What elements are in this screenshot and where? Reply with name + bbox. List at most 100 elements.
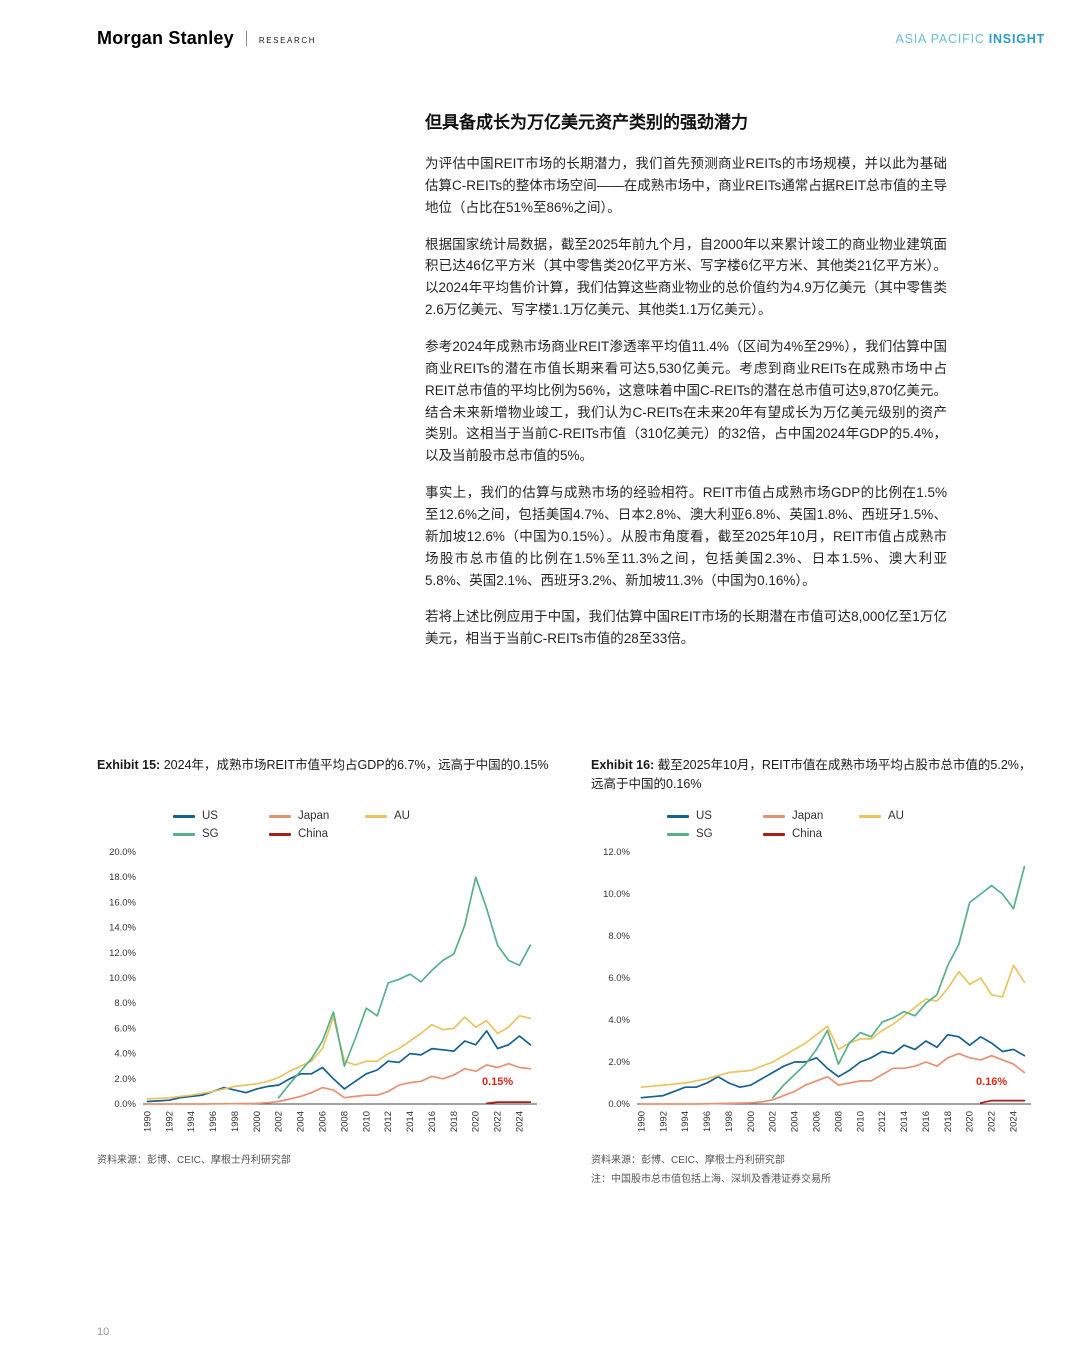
svg-text:1994: 1994 [186, 1111, 197, 1132]
svg-text:2000: 2000 [252, 1111, 263, 1132]
svg-text:0.0%: 0.0% [114, 1099, 136, 1110]
exhibit-16-note: 注：中国股市总市值包括上海、深圳及香港证券交易所 [591, 1174, 831, 1185]
exhibit-15-title: Exhibit 15: 2024年，成熟市场REIT市值平均占GDP的6.7%，… [97, 756, 549, 796]
legend-item-japan: Japan [269, 810, 365, 822]
svg-text:2012: 2012 [877, 1111, 888, 1132]
legend-label: SG [202, 828, 219, 840]
legend-swatch [173, 832, 195, 836]
legend-item-au: AU [859, 810, 955, 822]
series-line-china [485, 1101, 532, 1105]
series-tag: ASIA PACIFIC INSIGHT [895, 32, 1045, 46]
article-paragraph: 若将上述比例应用于中国，我们估算中国REIT市场的长期潜在市值可达8,000亿至… [425, 609, 947, 647]
legend-label: AU [394, 810, 410, 822]
svg-text:1990: 1990 [142, 1111, 153, 1132]
legend-swatch [269, 832, 291, 836]
chart-svg: 0.0% 2.0% 4.0% 6.0% 8.0% 10.0% 12.0% 14.0% 16.0%… [109, 847, 537, 1132]
legend-item-us: US [173, 810, 269, 822]
exhibit-15-source: 资料来源：彭博、CEIC、摩根士丹利研究部 [97, 1155, 291, 1166]
article-paragraph: 根据国家统计局数据，截至2025年前九个月，自2000年以来累计竣工的商业物业建… [425, 236, 947, 318]
svg-text:2000: 2000 [746, 1111, 757, 1132]
svg-text:2004: 2004 [296, 1111, 307, 1132]
chart-legend: US Japan AU SG China [173, 810, 473, 840]
svg-text:2006: 2006 [318, 1111, 329, 1132]
legend-item-au: AU [365, 810, 461, 822]
svg-text:1992: 1992 [658, 1111, 669, 1132]
svg-text:4.0%: 4.0% [608, 1015, 630, 1026]
svg-text:1996: 1996 [702, 1111, 713, 1132]
legend-item-japan: Japan [763, 810, 859, 822]
chart-svg: 0.0% 2.0% 4.0% 6.0% 8.0% 10.0% 12.0% 1990 1992 19… [603, 847, 1031, 1132]
chart-annotation: 0.16% [976, 1076, 1007, 1088]
chart-canvas: 0.0% 2.0% 4.0% 6.0% 8.0% 10.0% 12.0% 14.0% 16.0%… [97, 842, 549, 1149]
svg-text:16.0%: 16.0% [109, 897, 136, 908]
brand-division-label: RESEARCH [258, 35, 317, 45]
svg-text:2024: 2024 [1009, 1111, 1020, 1132]
article-paragraph: 参考2024年成熟市场商业REIT渗透率平均值11.4%（区间为4%至29%），… [425, 339, 947, 464]
legend-label: China [298, 828, 329, 840]
svg-text:2012: 2012 [383, 1111, 394, 1132]
svg-text:2008: 2008 [339, 1111, 350, 1132]
exhibit-15: Exhibit 15: 2024年，成熟市场REIT市值平均占GDP的6.7%，… [97, 756, 549, 1187]
exhibit-16: Exhibit 16: 截至2025年10月，REIT市值在成熟市场平均占股市总… [591, 756, 1043, 1187]
legend-swatch [763, 832, 785, 836]
svg-text:10.0%: 10.0% [603, 889, 630, 900]
legend-swatch [667, 814, 689, 818]
chart-legend: US Japan AU SG China [667, 810, 967, 840]
series-line-au [146, 1014, 532, 1100]
exhibit-16-source: 资料来源：彭博、CEIC、摩根士丹利研究部 [591, 1155, 785, 1166]
exhibits-section: Exhibit 15: 2024年，成熟市场REIT市值平均占GDP的6.7%，… [97, 756, 1045, 1187]
legend-item-us: US [667, 810, 763, 822]
legend-item-china: China [269, 828, 365, 840]
series-line-sg [277, 876, 532, 1099]
page-number: 10 [97, 1326, 110, 1338]
series-tag-light: ASIA PACIFIC [895, 31, 985, 46]
svg-text:14.0%: 14.0% [109, 923, 136, 934]
svg-text:6.0%: 6.0% [114, 1023, 136, 1034]
svg-text:8.0%: 8.0% [114, 998, 136, 1009]
series-line-china [979, 1099, 1026, 1104]
legend-label: Japan [792, 810, 824, 822]
svg-text:2010: 2010 [855, 1111, 866, 1132]
svg-text:2.0%: 2.0% [114, 1074, 136, 1085]
svg-text:2010: 2010 [361, 1111, 372, 1132]
series-line-japan [640, 1052, 1026, 1105]
legend-swatch [365, 814, 387, 818]
brand-divider [245, 31, 247, 46]
legend-label: AU [888, 810, 904, 822]
exhibit-16-label: Exhibit 16: [591, 758, 655, 772]
series-line-us [640, 1033, 1026, 1099]
svg-text:4.0%: 4.0% [114, 1049, 136, 1060]
exhibit-16-title: Exhibit 16: 截至2025年10月，REIT市值在成熟市场平均占股市总… [591, 756, 1043, 796]
svg-text:2014: 2014 [405, 1111, 416, 1132]
svg-text:2020: 2020 [965, 1111, 976, 1132]
svg-text:2006: 2006 [812, 1111, 823, 1132]
svg-text:2.0%: 2.0% [608, 1057, 630, 1068]
svg-text:1996: 1996 [208, 1111, 219, 1132]
article-paragraph: 事实上，我们的估算与成熟市场的经验相符。REIT市值占成熟市场GDP的比例在1.… [425, 485, 947, 588]
legend-label: SG [696, 828, 713, 840]
brand-logo: Morgan Stanley [97, 28, 234, 48]
exhibit-16-title-text: 截至2025年10月，REIT市值在成熟市场平均占股市总市值的5.2%，远高于中… [591, 758, 1032, 791]
svg-text:1992: 1992 [164, 1111, 175, 1132]
legend-item-sg: SG [173, 828, 269, 840]
svg-text:20.0%: 20.0% [109, 847, 136, 858]
svg-text:2014: 2014 [899, 1111, 910, 1132]
svg-text:1998: 1998 [724, 1111, 735, 1132]
article-paragraph: 为评估中国REIT市场的长期潜力，我们首先预测商业REITs的市场规模，并以此为… [425, 156, 948, 215]
legend-label: Japan [298, 810, 330, 822]
series-line-japan [146, 1062, 532, 1105]
svg-text:2002: 2002 [768, 1111, 779, 1132]
svg-text:1994: 1994 [680, 1111, 691, 1132]
svg-text:2008: 2008 [833, 1111, 844, 1132]
svg-text:6.0%: 6.0% [608, 973, 630, 984]
legend-swatch [763, 814, 785, 818]
svg-text:1990: 1990 [636, 1111, 647, 1132]
chart-canvas: 0.0% 2.0% 4.0% 6.0% 8.0% 10.0% 12.0% 1990 1992 19… [591, 842, 1043, 1149]
article-body: 但具备成长为万亿美元资产类别的强劲潜力 为评估中国REIT市场的长期潜力，我们首… [425, 108, 947, 665]
svg-text:2020: 2020 [471, 1111, 482, 1132]
article-heading: 但具备成长为万亿美元资产类别的强劲潜力 [425, 113, 748, 132]
svg-text:12.0%: 12.0% [603, 847, 630, 858]
brand-block: Morgan Stanley RESEARCH [97, 28, 316, 49]
series-tag-bold: INSIGHT [988, 31, 1045, 46]
legend-label: US [696, 810, 712, 822]
